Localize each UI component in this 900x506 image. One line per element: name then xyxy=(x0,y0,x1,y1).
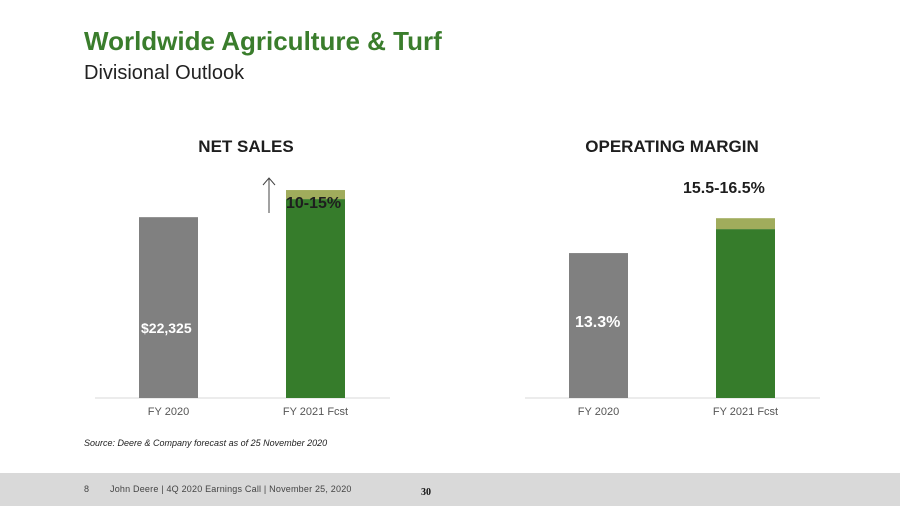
net-sales-bar-fy2021 xyxy=(286,199,345,398)
operating-margin-bar-fy2020 xyxy=(569,253,628,398)
operating-margin-data-label-fy2020: 13.3% xyxy=(575,314,620,331)
slide-title: Worldwide Agriculture & Turf xyxy=(84,26,442,56)
net-sales-data-label-fy2020: $22,325 xyxy=(141,320,192,336)
operating-margin-chart: FY 2020 FY 2021 Fcst 13.3% 15.5-16.5% xyxy=(525,180,820,418)
source-note: Source: Deere & Company forecast as of 2… xyxy=(84,438,328,448)
operating-margin-category-label: FY 2021 Fcst xyxy=(713,406,778,418)
footer-text: John Deere | 4Q 2020 Earnings Call | Nov… xyxy=(110,484,352,494)
operating-margin-category-label: FY 2020 xyxy=(578,406,619,418)
footer-bar xyxy=(0,473,900,506)
page-stamp: 30 xyxy=(421,487,431,498)
operating-margin-bar-fy2021-range xyxy=(716,218,775,230)
net-sales-up-arrow-icon xyxy=(262,177,276,186)
net-sales-chart: FY 2020 FY 2021 Fcst $22,325 10-15% xyxy=(95,177,390,418)
operating-margin-data-label-fy2021: 15.5-16.5% xyxy=(683,180,765,197)
net-sales-category-label: FY 2020 xyxy=(148,406,189,418)
operating-margin-heading: OPERATING MARGIN xyxy=(585,137,759,156)
net-sales-bar-fy2020 xyxy=(139,217,198,398)
net-sales-category-label: FY 2021 Fcst xyxy=(283,406,348,418)
slide-subtitle: Divisional Outlook xyxy=(84,62,245,84)
operating-margin-bar-fy2021 xyxy=(716,229,775,398)
net-sales-bar-fy2021-range xyxy=(286,190,345,200)
net-sales-data-label-fy2021: 10-15% xyxy=(286,195,341,212)
net-sales-heading: NET SALES xyxy=(198,137,294,156)
page-number: 8 xyxy=(84,484,90,494)
